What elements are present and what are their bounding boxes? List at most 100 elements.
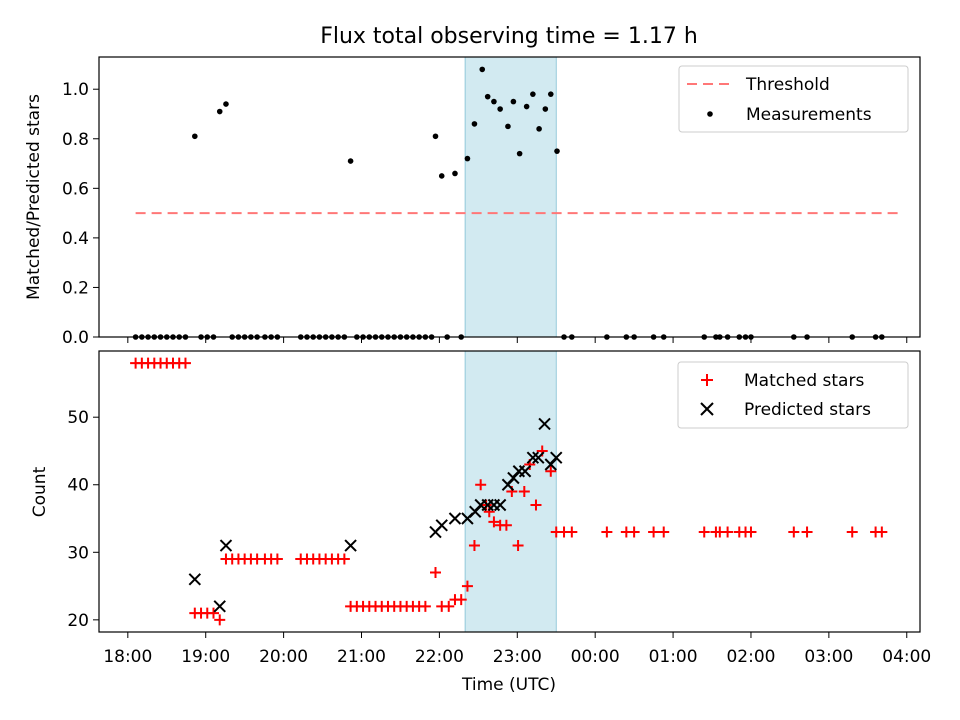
measurement-point — [192, 133, 198, 140]
matched-star-point — [722, 526, 734, 538]
top-y-tick-label: 0.2 — [62, 278, 89, 298]
matched-star-point — [745, 526, 757, 538]
bottom-y-tick-label: 30 — [67, 543, 89, 563]
bottom-y-axis: 20 30 40 50 — [67, 408, 99, 631]
x-tick-label: 00:00 — [571, 647, 620, 667]
measurement-point — [547, 91, 554, 97]
predicted-star-point — [344, 539, 357, 552]
matched-star-point — [801, 526, 813, 538]
matched-star-point — [419, 600, 431, 612]
top-legend-box — [678, 65, 909, 133]
matched-star-point — [475, 479, 487, 491]
matched-star-point — [488, 516, 500, 528]
top-highlight-span — [464, 56, 557, 338]
top-x-ticks — [127, 337, 908, 343]
measurement-point — [484, 93, 491, 100]
matched-star-point — [271, 553, 283, 565]
measurement-point — [491, 98, 497, 105]
top-y-tick-label: 0.4 — [62, 229, 89, 249]
measurement-point — [523, 103, 530, 110]
x-tick-label: 03:00 — [804, 647, 853, 667]
matched-star-point — [430, 567, 442, 579]
x-tick-label: 22:00 — [415, 647, 464, 667]
measurement-point — [497, 106, 503, 112]
matched-star-point — [846, 526, 858, 538]
matched-star-point — [214, 614, 226, 626]
measurement-point — [216, 108, 223, 115]
predicted-star-point — [493, 498, 507, 512]
top-y-tick-label: 0.8 — [62, 130, 89, 150]
x-tick-label: 23:00 — [493, 647, 542, 667]
matched-star-point — [483, 506, 495, 518]
bottom-axes-frame — [98, 350, 921, 633]
x-tick-label: 18:00 — [103, 647, 152, 667]
measurement-point — [223, 101, 229, 107]
x-axis-label: Time (UTC) — [461, 675, 556, 695]
top-panel: 0.0 0.2 0.4 0.6 0.8 1.0 Matched/Predicted sta… — [24, 56, 921, 348]
measurement-point — [505, 123, 511, 130]
predicted-star-point — [538, 417, 551, 431]
x-tick-label: 21:00 — [337, 647, 386, 667]
matched-star-point — [338, 553, 350, 565]
bottom-panel: 20 30 40 50 18:00 19:00 20:00 21:00 22:00 23:00 0… — [30, 350, 931, 695]
bottom-y-label: Count — [30, 466, 50, 517]
legend-matched-label: Matched stars — [744, 371, 864, 391]
matched-star-point — [876, 526, 888, 538]
bottom-matched-markers — [130, 357, 888, 626]
matched-star-point — [601, 526, 613, 538]
top-y-axis: 0.0 0.2 0.4 0.6 0.8 1.0 — [62, 80, 99, 348]
bottom-y-tick-label: 40 — [67, 476, 89, 496]
top-y-label: Matched/Predicted stars — [24, 94, 44, 300]
measurement-point — [542, 106, 549, 112]
legend-threshold-label: Threshold — [745, 75, 830, 95]
bottom-predicted-markers — [188, 417, 563, 613]
predicted-star-point — [550, 451, 563, 464]
top-markers — [132, 66, 885, 340]
top-y-tick-label: 0.0 — [62, 328, 89, 348]
top-y-tick-label: 1.0 — [62, 80, 89, 100]
matched-star-point — [698, 526, 710, 538]
predicted-star-point — [213, 600, 226, 613]
measurement-point — [510, 98, 517, 105]
measurement-point — [554, 148, 560, 154]
top-y-tick-label: 0.6 — [62, 179, 89, 199]
legend-predicted-label: Predicted stars — [744, 400, 871, 420]
chart-title: Flux total observing time = 1.17 h — [320, 24, 698, 49]
legend-predicted-swatch — [700, 402, 714, 416]
predicted-star-point — [448, 512, 462, 525]
measurement-point — [452, 170, 458, 177]
legend-measurements-label: Measurements — [746, 105, 872, 125]
predicted-star-point — [219, 539, 233, 552]
predicted-star-point — [188, 573, 202, 586]
matched-star-point — [545, 465, 557, 477]
bottom-legend: Matched stars Predicted stars — [677, 361, 909, 429]
predicted-star-point — [532, 451, 545, 464]
matched-star-point — [518, 486, 530, 497]
measurement-point — [347, 158, 354, 164]
top-legend: Threshold Measurements — [678, 65, 909, 133]
x-tick-label: 20:00 — [259, 647, 308, 667]
measurement-point — [438, 173, 445, 179]
matched-star-point — [208, 607, 220, 619]
measurement-point — [432, 133, 439, 140]
matched-star-point — [461, 580, 473, 592]
measurement-point — [516, 150, 523, 157]
matched-star-point — [443, 600, 455, 612]
x-tick-label: 04:00 — [882, 647, 931, 667]
measurement-point — [530, 91, 536, 97]
matched-star-point — [566, 526, 578, 538]
measurement-point — [471, 121, 478, 127]
predicted-star-point — [518, 465, 532, 478]
matched-star-point — [500, 519, 512, 531]
x-tick-label: 01:00 — [649, 647, 698, 667]
measurement-point — [464, 155, 471, 162]
legend-matched-swatch — [701, 374, 713, 386]
matched-star-point — [512, 540, 524, 552]
matched-star-point — [530, 499, 542, 511]
bottom-legend-box — [677, 361, 909, 429]
measurement-point — [479, 66, 486, 73]
matched-star-point — [788, 526, 800, 538]
matched-star-point — [455, 594, 467, 606]
predicted-star-point — [526, 451, 540, 464]
bottom-x-axis: 18:00 19:00 20:00 21:00 22:00 23:00 00:00 01:00… — [103, 632, 931, 667]
